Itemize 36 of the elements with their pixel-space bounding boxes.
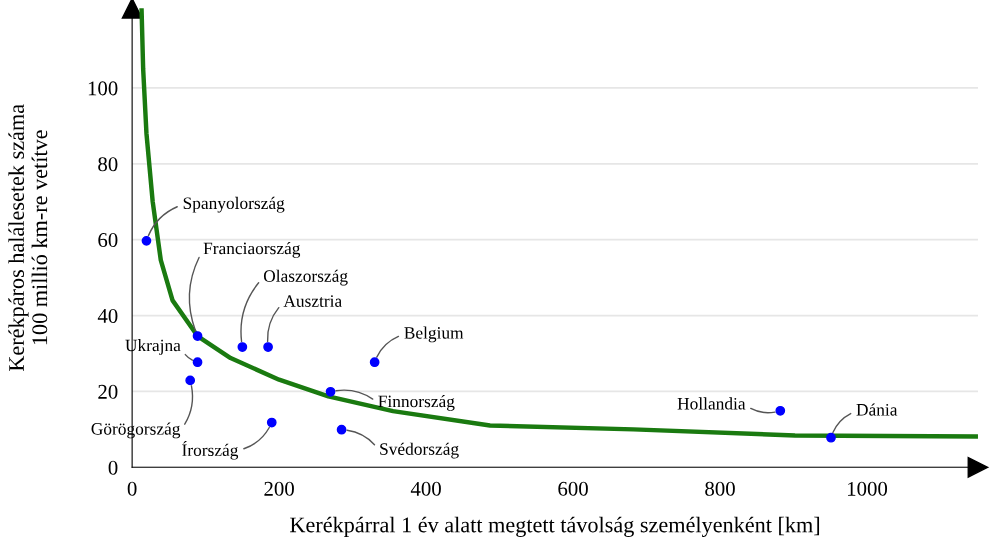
y-tick-label: 0 [108, 460, 118, 475]
annotation: Belgium [404, 326, 464, 343]
point [185, 375, 196, 386]
point [141, 235, 152, 246]
x-tick-label: 0 [127, 481, 137, 496]
y-tick-label: 60 [98, 233, 118, 248]
point [336, 424, 347, 435]
annotation: Finnország [378, 395, 455, 411]
annotation: Ausztria [283, 295, 342, 307]
point [192, 331, 203, 341]
point [325, 386, 336, 397]
y-axis-title: Kerékpáros halálesetek száma 100 millió km-re vetítve [8, 104, 48, 372]
point [826, 432, 836, 443]
x-tick-label: 400 [410, 481, 441, 496]
y-tick-label: 100 [88, 81, 118, 96]
annotation: Spanyolország [183, 196, 285, 213]
point [237, 342, 248, 352]
annotation: Dánia [856, 403, 898, 416]
x-tick-label: 1000 [848, 481, 888, 496]
y-tick-label: 20 [98, 384, 118, 399]
point [266, 417, 277, 428]
x-tick-label: 800 [705, 481, 735, 496]
annotation: Írország [182, 441, 239, 460]
annotation: Franciaország [203, 242, 301, 258]
point [263, 342, 273, 352]
point [369, 357, 380, 368]
y-tick-label: 80 [98, 157, 118, 172]
annotation: Hollandia [677, 397, 746, 410]
x-tick-label: 600 [558, 481, 588, 496]
point [192, 357, 203, 368]
x-tick-label: 200 [264, 481, 294, 496]
x-axis-title: Kerékpárral 1 év alatt megtett távolság személyenként [km] [290, 516, 820, 537]
annotation: Svédország [380, 442, 459, 459]
y-tick-label: 40 [97, 308, 118, 323]
point [775, 405, 786, 416]
annotation: Olaszország [263, 269, 348, 286]
